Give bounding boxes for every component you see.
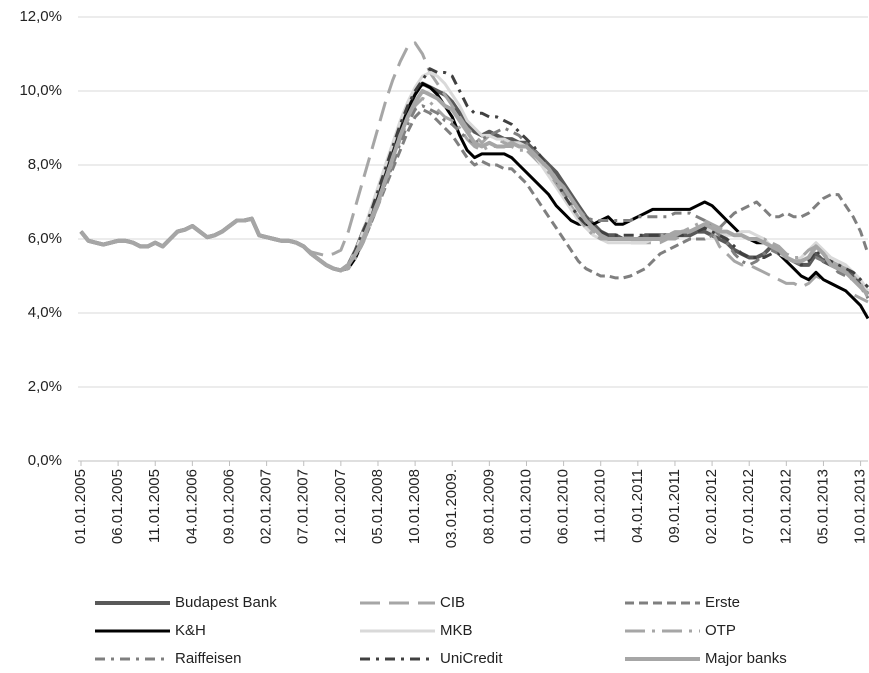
series-line bbox=[79, 41, 869, 304]
y-tick-label: 10,0% bbox=[19, 82, 62, 99]
legend-label: Raiffeisen bbox=[175, 650, 241, 667]
x-tick-label: 11.01.2010 bbox=[592, 469, 609, 543]
series-line bbox=[79, 108, 869, 280]
legend-label: Budapest Bank bbox=[175, 594, 277, 611]
series-line bbox=[79, 89, 869, 296]
legend-label: OTP bbox=[705, 622, 736, 639]
x-tick-label: 04.01.2011 bbox=[629, 469, 646, 543]
x-tick-label: 07.01.2012 bbox=[740, 469, 757, 544]
series-line bbox=[79, 82, 869, 320]
x-tick-label: 12.01.2007 bbox=[332, 469, 349, 544]
x-tick-label: 09.01.2011 bbox=[666, 469, 683, 543]
x-tick-label: 05.01.2008 bbox=[369, 469, 386, 544]
x-tick-label: 01.01.2010 bbox=[517, 469, 534, 544]
x-tick-label: 06.01.2005 bbox=[109, 469, 126, 544]
x-tick-label: 10.01.2013 bbox=[852, 469, 869, 544]
x-tick-label: 02.01.2007 bbox=[258, 469, 275, 544]
x-tick-label: 02.01.2012 bbox=[703, 469, 720, 544]
legend-label: UniCredit bbox=[440, 650, 503, 667]
x-tick-label: 05.01.2013 bbox=[814, 469, 831, 544]
legend-label: CIB bbox=[440, 594, 465, 611]
x-tick-label: 08.01.2009 bbox=[480, 469, 497, 544]
legend-label: Major banks bbox=[705, 650, 787, 667]
y-tick-label: 6,0% bbox=[28, 230, 62, 247]
x-tick-label: 01.01.2005 bbox=[72, 469, 89, 544]
legend-label: MKB bbox=[440, 622, 473, 639]
x-tick-label: 12.01.2012 bbox=[777, 469, 794, 544]
y-tick-label: 2,0% bbox=[28, 378, 62, 395]
series-line bbox=[79, 67, 869, 289]
legend-label: K&H bbox=[175, 622, 206, 639]
x-tick-label: 03.01.2009. bbox=[443, 469, 460, 548]
x-tick-label: 04.01.2006 bbox=[183, 469, 200, 544]
x-tick-label: 09.01.2006 bbox=[220, 469, 237, 544]
y-tick-label: 0,0% bbox=[28, 452, 62, 469]
y-tick-label: 8,0% bbox=[28, 156, 62, 173]
x-tick-label: 07.01.2007 bbox=[295, 469, 312, 544]
x-tick-label: 11.01.2005 bbox=[146, 469, 163, 543]
x-tick-label: 10.01.2008 bbox=[406, 469, 423, 544]
y-tick-label: 12,0% bbox=[19, 8, 62, 25]
series-line bbox=[79, 104, 869, 300]
x-tick-label: 06.01.2010 bbox=[555, 469, 572, 544]
legend-label: Erste bbox=[705, 594, 740, 611]
y-tick-label: 4,0% bbox=[28, 304, 62, 321]
